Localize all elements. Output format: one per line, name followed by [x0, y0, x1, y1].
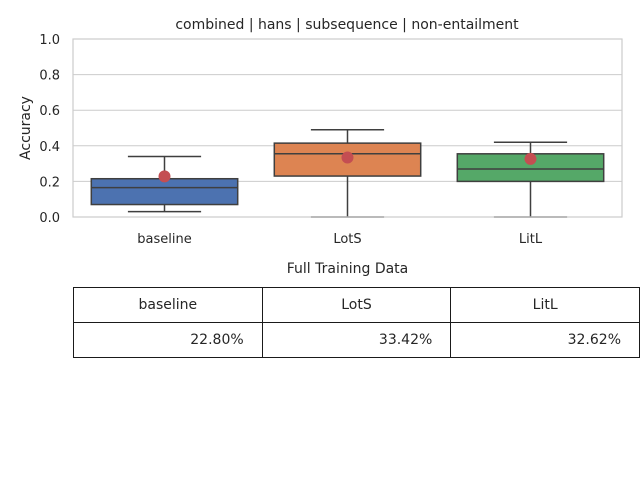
box-plot-chart: combined | hans | subsequence | non-enta…: [18, 17, 623, 247]
y-axis-label: Accuracy: [18, 96, 34, 160]
table-row: 22.80% 33.42% 32.62%: [73, 322, 640, 358]
boxes: [90, 129, 605, 218]
mean-marker: [524, 152, 537, 165]
y-tick-label: 0.2: [39, 175, 60, 190]
y-tick-label: 0.4: [39, 140, 60, 155]
y-tick-label: 0.0: [39, 211, 60, 226]
iqr-box: [90, 177, 239, 206]
x-tick-label: baseline: [137, 232, 191, 247]
table-value-baseline: 22.80%: [73, 322, 263, 358]
table-value-lots: 33.42%: [261, 322, 452, 358]
table-header-baseline: baseline: [73, 287, 263, 323]
x-axis-ticks: baseline LotS LitL: [137, 232, 543, 247]
mean-marker: [341, 151, 354, 164]
table-header-litl: LitL: [450, 287, 640, 323]
table-value-litl: 32.62%: [450, 322, 640, 358]
y-tick-label: 0.8: [39, 69, 60, 84]
y-axis-ticks: 0.0 0.2 0.4 0.6 0.8 1.0: [39, 33, 60, 226]
box-litl: [456, 141, 605, 218]
chart-title: combined | hans | subsequence | non-enta…: [175, 17, 519, 33]
table-header-lots: LotS: [261, 287, 452, 323]
plot-frame: [72, 38, 623, 218]
box-baseline: [90, 155, 239, 213]
table-header-row: baseline LotS LitL: [73, 287, 640, 323]
x-tick-label: LotS: [333, 232, 361, 247]
table-title: Full Training Data: [286, 261, 409, 277]
y-tick-label: 1.0: [39, 33, 60, 48]
x-tick-label: LitL: [519, 232, 543, 247]
mean-marker: [158, 170, 171, 183]
box-lots: [273, 129, 422, 218]
y-tick-label: 0.6: [39, 104, 60, 119]
results-table: baseline LotS LitL 22.80% 33.42% 32.62%: [73, 287, 640, 358]
